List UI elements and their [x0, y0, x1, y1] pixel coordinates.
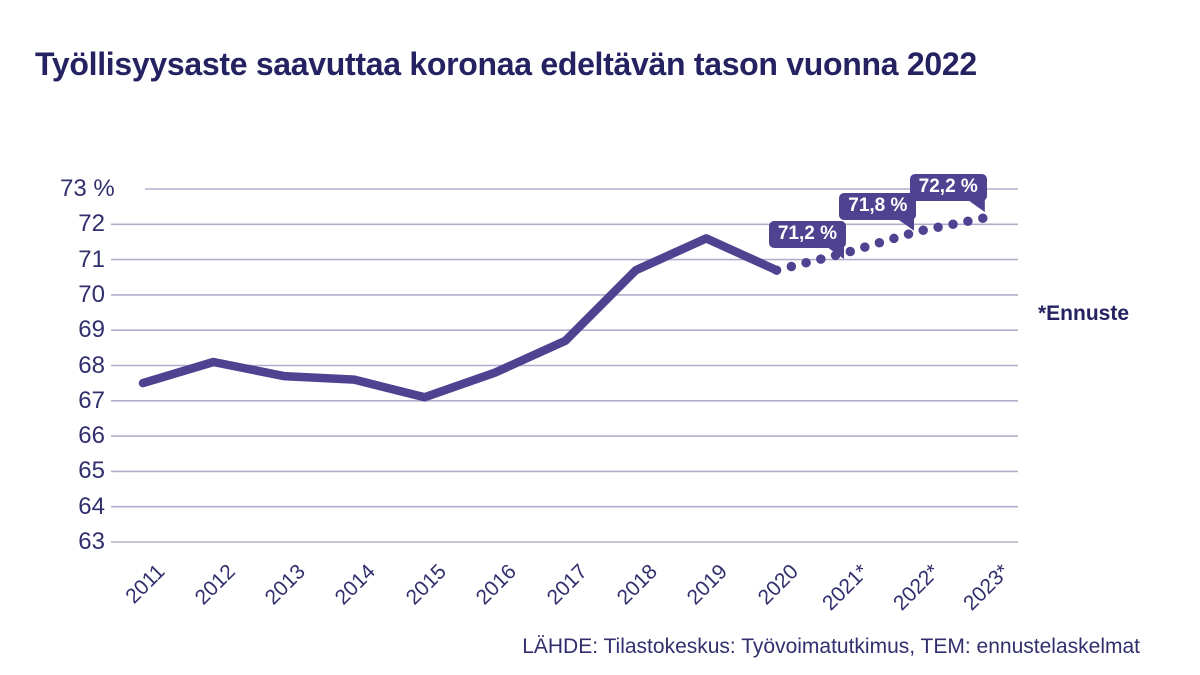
observed-solid-line — [138, 234, 781, 402]
y-tick-label: 68 — [78, 351, 105, 379]
forecast-dotted-line — [771, 212, 993, 275]
forecast-callout: 71,2 % — [768, 221, 846, 259]
y-tick-label: 67 — [78, 386, 105, 414]
forecast-callout: 72,2 % — [909, 174, 987, 212]
y-tick-label: 71 — [78, 245, 105, 273]
y-tick-label: 65 — [78, 457, 105, 485]
y-tick-label: 64 — [78, 492, 105, 520]
y-tick-label: 66 — [78, 422, 105, 450]
y-tick-label: 72 — [78, 210, 105, 238]
forecast-note: *Ennuste — [1038, 302, 1130, 325]
source-caption: LÄHDE: Tilastokeskus: Työvoimatutkimus, … — [522, 635, 1140, 658]
y-tick-label: 73 % — [60, 175, 115, 202]
y-tick-label: 63 — [78, 528, 105, 555]
y-tick-label: 69 — [78, 316, 105, 344]
page-title: Työllisyysaste saavuttaa koronaa edeltäv… — [35, 46, 977, 82]
forecast-callout: 71,8 % — [839, 193, 917, 231]
y-tick-label: 70 — [78, 280, 105, 308]
